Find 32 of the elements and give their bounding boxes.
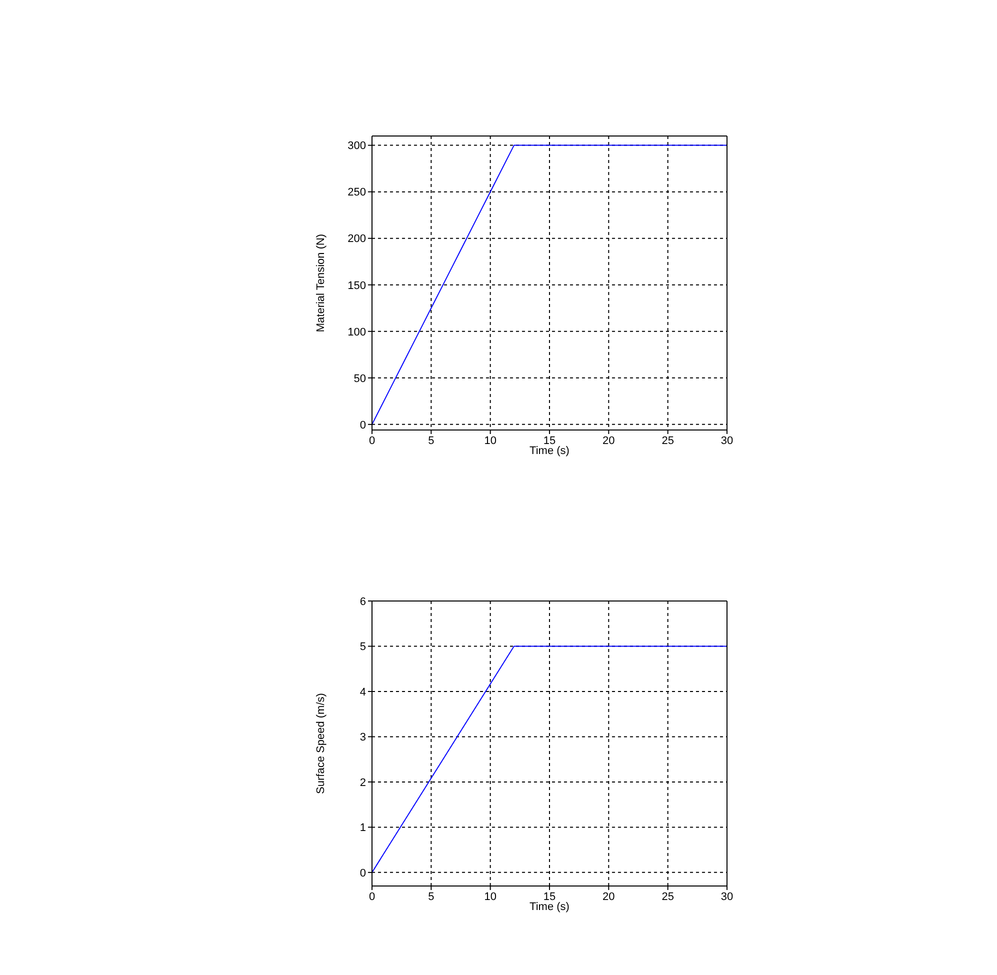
x-axis-title: Time (s) [530, 900, 570, 913]
x-tick-label: 5 [428, 434, 434, 447]
y-tick-label: 1 [360, 822, 366, 834]
x-axis-title: Time (s) [530, 444, 570, 457]
y-tick-label: 2 [360, 776, 366, 789]
x-tick-label: 25 [662, 434, 674, 447]
y-tick-label: 6 [360, 596, 366, 608]
y-tick-label: 0 [360, 867, 366, 880]
x-tick-label: 10 [484, 890, 496, 903]
y-tick-label: 5 [360, 641, 366, 654]
x-tick-label: 30 [720, 434, 734, 447]
x-tick-label: 10 [484, 434, 496, 447]
y-tick-label: 4 [360, 686, 366, 698]
y-axis-title: Material Tension (N) [314, 234, 327, 332]
x-tick-label: 25 [662, 890, 674, 903]
x-tick-label: 0 [368, 434, 376, 447]
y-tick-label: 150 [348, 280, 366, 292]
y-tick-label: 300 [348, 140, 366, 152]
x-tick-label: 30 [720, 890, 734, 903]
y-tick-label: 100 [348, 326, 366, 338]
y-tick-label: 250 [348, 186, 366, 199]
x-tick-label: 20 [602, 890, 615, 903]
y-tick-label: 200 [348, 233, 366, 246]
y-axis-title: Surface Speed (m/s) [314, 693, 327, 794]
x-tick-label: 15 [543, 890, 556, 903]
y-tick-label: 3 [360, 732, 366, 744]
x-tick-label: 20 [602, 434, 615, 447]
y-tick-label: 0 [360, 419, 366, 432]
x-tick-label: 5 [428, 890, 434, 903]
y-tick-label: 50 [354, 372, 366, 385]
x-tick-label: 15 [543, 434, 556, 447]
x-tick-label: 0 [368, 890, 376, 903]
